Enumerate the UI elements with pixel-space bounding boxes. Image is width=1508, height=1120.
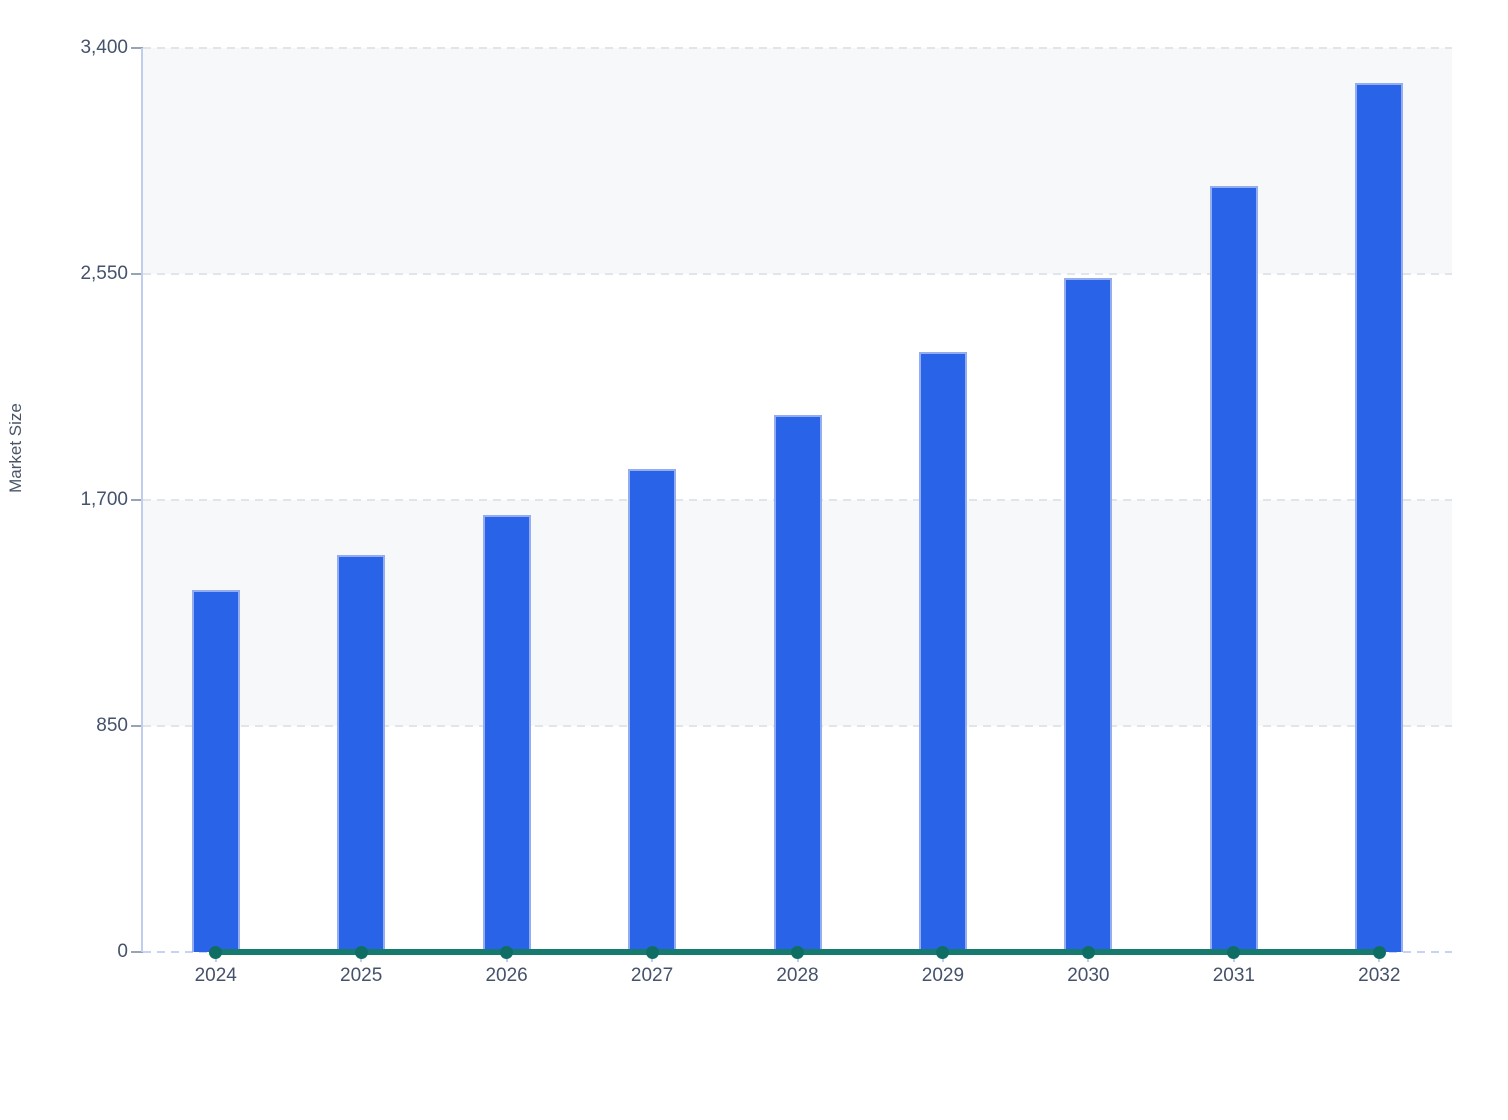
x-tick-label-2030: 2030: [1067, 965, 1110, 986]
baseline-point-2024[interactable]: [209, 945, 223, 959]
baseline-point-2030[interactable]: [1081, 945, 1095, 959]
bar-2031[interactable]: [1209, 186, 1258, 952]
bar-2026[interactable]: [482, 514, 531, 952]
y-tick-label: 2,550: [80, 263, 128, 284]
x-tick-label-2026: 2026: [485, 965, 528, 986]
x-tick-label-2024: 2024: [194, 965, 237, 986]
y-tick-mark: [131, 273, 143, 275]
bar-2032[interactable]: [1355, 82, 1404, 952]
y-axis-line: [141, 48, 143, 952]
x-tick-label-2028: 2028: [776, 965, 819, 986]
y-tick-label: 1,700: [80, 489, 128, 510]
baseline-point-2025[interactable]: [354, 945, 368, 959]
bar-2028[interactable]: [773, 414, 822, 952]
baseline-point-2028[interactable]: [791, 945, 804, 959]
y-tick-label: 3,400: [80, 37, 128, 58]
gridline-3400: [143, 47, 1452, 49]
y-tick-mark: [131, 47, 143, 49]
y-tick-mark: [131, 499, 143, 501]
bar-2025[interactable]: [337, 554, 386, 952]
y-tick-mark: [131, 951, 143, 953]
x-tick-label-2032: 2032: [1358, 965, 1401, 986]
y-tick-label: 850: [96, 715, 128, 736]
bar-2030[interactable]: [1064, 277, 1113, 952]
y-axis-title: Market Size: [6, 403, 25, 493]
baseline-point-2031[interactable]: [1227, 945, 1241, 959]
x-tick-label-2027: 2027: [630, 965, 674, 986]
baseline-point-2032[interactable]: [1372, 945, 1386, 959]
baseline-point-2029[interactable]: [936, 945, 950, 959]
y-tick-mark: [131, 725, 143, 727]
x-tick-label-2029: 2029: [921, 965, 965, 986]
bar-2029[interactable]: [918, 352, 967, 952]
bar-2027[interactable]: [628, 469, 677, 952]
x-tick-label-2025: 2025: [340, 965, 383, 986]
baseline-point-2026[interactable]: [500, 945, 514, 959]
bar-2024[interactable]: [191, 590, 240, 952]
baseline-point-2027[interactable]: [645, 945, 659, 959]
x-tick-label-2031: 2031: [1212, 965, 1255, 986]
y-tick-label: 0: [117, 941, 128, 962]
